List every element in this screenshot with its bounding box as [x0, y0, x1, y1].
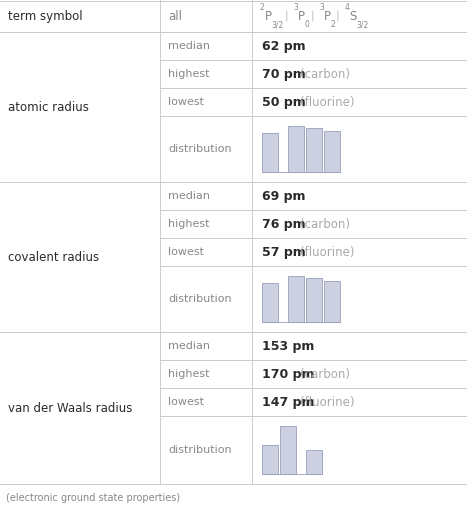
- Text: highest: highest: [168, 219, 210, 229]
- Text: distribution: distribution: [168, 294, 232, 304]
- Text: median: median: [168, 41, 210, 51]
- Text: median: median: [168, 341, 210, 351]
- Text: (carbon): (carbon): [300, 218, 350, 230]
- Text: lowest: lowest: [168, 97, 204, 107]
- Bar: [262, 445, 278, 474]
- Bar: [262, 133, 278, 172]
- Text: median: median: [168, 191, 210, 201]
- Text: 50 pm: 50 pm: [262, 96, 306, 108]
- Bar: [306, 278, 322, 322]
- Text: atomic radius: atomic radius: [8, 101, 89, 113]
- Text: lowest: lowest: [168, 247, 204, 257]
- Text: P: P: [324, 10, 331, 22]
- Text: 170 pm: 170 pm: [262, 367, 314, 381]
- Text: |: |: [284, 11, 288, 21]
- Text: highest: highest: [168, 369, 210, 379]
- Text: van der Waals radius: van der Waals radius: [8, 402, 132, 414]
- Bar: [324, 131, 340, 172]
- Text: lowest: lowest: [168, 397, 204, 407]
- Text: 153 pm: 153 pm: [262, 339, 314, 353]
- Text: |: |: [336, 11, 340, 21]
- Text: 0: 0: [304, 20, 309, 29]
- Bar: [280, 426, 296, 474]
- Text: 69 pm: 69 pm: [262, 190, 305, 202]
- Text: (carbon): (carbon): [300, 67, 350, 81]
- Text: 2: 2: [330, 20, 335, 29]
- Text: distribution: distribution: [168, 445, 232, 455]
- Text: |: |: [310, 11, 314, 21]
- Text: 3/2: 3/2: [356, 20, 368, 29]
- Text: 3: 3: [319, 3, 324, 12]
- Text: 4: 4: [345, 3, 350, 12]
- Text: term symbol: term symbol: [8, 10, 83, 22]
- Text: covalent radius: covalent radius: [8, 250, 99, 264]
- Bar: [306, 128, 322, 172]
- Text: 70 pm: 70 pm: [262, 67, 306, 81]
- Bar: [288, 276, 304, 322]
- Text: all: all: [168, 10, 182, 22]
- Text: (fluorine): (fluorine): [300, 96, 354, 108]
- Bar: [288, 126, 304, 172]
- Text: (fluorine): (fluorine): [300, 396, 354, 408]
- Text: P: P: [298, 10, 305, 22]
- Text: P: P: [264, 10, 271, 22]
- Text: (electronic ground state properties): (electronic ground state properties): [6, 493, 180, 503]
- Text: (fluorine): (fluorine): [300, 245, 354, 259]
- Text: 57 pm: 57 pm: [262, 245, 306, 259]
- Text: 62 pm: 62 pm: [262, 39, 305, 53]
- Text: highest: highest: [168, 69, 210, 79]
- Text: 147 pm: 147 pm: [262, 396, 314, 408]
- Text: 3/2: 3/2: [271, 20, 283, 29]
- Text: 2: 2: [260, 3, 265, 12]
- Bar: [262, 283, 278, 322]
- Text: 3: 3: [293, 3, 298, 12]
- Bar: [306, 450, 322, 474]
- Text: 76 pm: 76 pm: [262, 218, 305, 230]
- Text: distribution: distribution: [168, 144, 232, 154]
- Text: (carbon): (carbon): [300, 367, 350, 381]
- Text: S: S: [349, 10, 357, 22]
- Bar: [324, 281, 340, 322]
